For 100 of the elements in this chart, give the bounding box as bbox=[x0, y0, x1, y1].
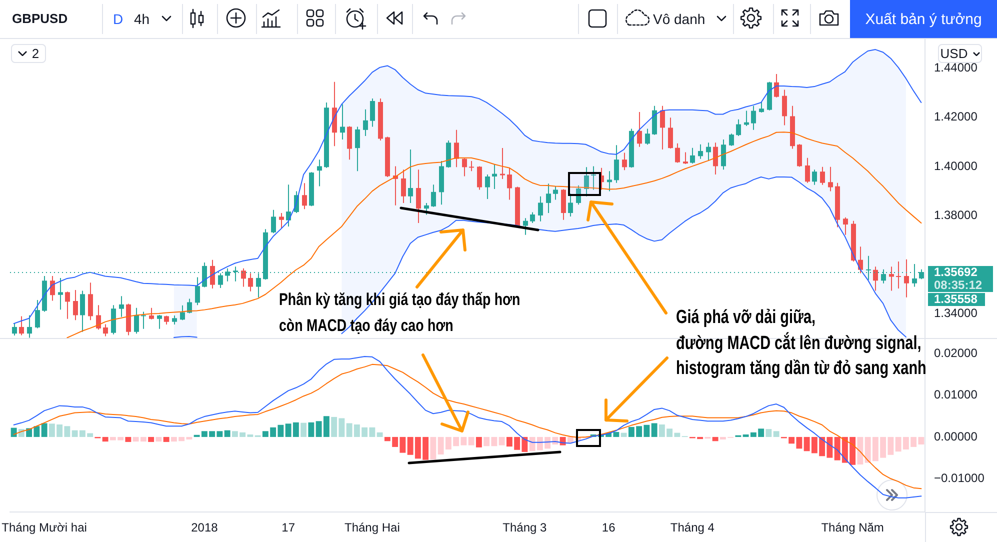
candlestick bbox=[576, 184, 581, 206]
bar bbox=[224, 430, 230, 437]
bar bbox=[498, 436, 505, 446]
candlestick bbox=[279, 212, 284, 229]
bar bbox=[766, 429, 772, 437]
candlestick bbox=[675, 142, 680, 164]
text: 08:35:12 bbox=[934, 278, 982, 292]
candlestick bbox=[210, 259, 215, 289]
dropdown-button: USD bbox=[938, 44, 982, 63]
candlestick bbox=[782, 89, 787, 126]
candlestick bbox=[50, 275, 55, 302]
candlestick bbox=[645, 128, 650, 146]
candlestick bbox=[614, 144, 619, 184]
x-tick-label: Tháng Năm bbox=[821, 520, 884, 535]
candlestick bbox=[843, 216, 848, 236]
bar bbox=[857, 436, 864, 464]
candlestick bbox=[187, 298, 192, 314]
candlestick bbox=[35, 300, 40, 329]
annotation: Giá phá vỡ dải giữa, đường MACD cắt lên đường signal, histogram tăng dần từ đỏ sang xanh bbox=[676, 306, 926, 381]
candlestick bbox=[546, 183, 551, 214]
candlestick bbox=[469, 160, 474, 172]
candlestick bbox=[683, 152, 688, 164]
candlestick bbox=[12, 322, 17, 336]
candlestick bbox=[492, 164, 497, 190]
candlestick bbox=[797, 144, 802, 168]
candlestick bbox=[340, 104, 345, 140]
candlestick bbox=[660, 105, 665, 150]
candlestick bbox=[58, 277, 63, 310]
candlestick bbox=[507, 167, 512, 200]
candlestick bbox=[889, 266, 894, 292]
candlestick bbox=[751, 105, 756, 130]
bar bbox=[125, 436, 132, 442]
candlestick bbox=[462, 158, 467, 177]
candlestick bbox=[530, 212, 535, 224]
candlestick bbox=[73, 289, 78, 321]
x-tick-label: Tháng Hai bbox=[344, 520, 400, 535]
y-tick-label: 1.42000 bbox=[934, 110, 978, 124]
candlestick bbox=[180, 304, 185, 321]
candlestick bbox=[713, 142, 718, 176]
text: 4h bbox=[134, 10, 150, 28]
candlestick bbox=[454, 129, 459, 168]
bar bbox=[712, 436, 718, 442]
candlestick bbox=[477, 166, 482, 190]
candlestick bbox=[370, 98, 375, 128]
bar bbox=[620, 432, 627, 437]
candlestick bbox=[218, 272, 223, 289]
candlestick bbox=[805, 157, 810, 184]
bar bbox=[163, 436, 170, 442]
candlestick bbox=[568, 193, 573, 217]
ref-line-label: 1.35692 bbox=[934, 264, 978, 279]
bar bbox=[430, 436, 436, 460]
candlestick bbox=[622, 152, 627, 171]
bar bbox=[148, 436, 154, 442]
annotation: 2 bbox=[32, 46, 40, 61]
bar bbox=[10, 428, 17, 437]
candlestick bbox=[904, 258, 909, 298]
candlestick bbox=[286, 184, 291, 227]
candlestick bbox=[416, 169, 421, 224]
x-tick-label: 2018 bbox=[191, 520, 218, 535]
candlestick bbox=[759, 101, 764, 114]
y-tick-label: 1.44000 bbox=[934, 60, 978, 75]
x-tick-label: 17 bbox=[282, 520, 296, 535]
text: 1.35558 bbox=[934, 292, 978, 306]
x-tick-label: Tháng 3 bbox=[502, 520, 548, 535]
candlestick bbox=[668, 117, 673, 150]
candlestick bbox=[241, 268, 246, 288]
candlestick bbox=[591, 166, 596, 190]
candlestick bbox=[302, 182, 307, 210]
text: D bbox=[113, 10, 124, 28]
candlestick bbox=[538, 196, 543, 222]
bar bbox=[102, 436, 108, 442]
candlestick bbox=[19, 316, 24, 336]
candlestick bbox=[523, 218, 528, 236]
candlestick bbox=[80, 290, 85, 332]
candlestick bbox=[561, 188, 566, 220]
bar bbox=[468, 436, 474, 446]
y-tick-label: 1.38000 bbox=[934, 208, 978, 222]
y-tick-label: 0.01000 bbox=[934, 388, 978, 402]
candlestick bbox=[744, 110, 749, 127]
y-tick-label: 1.34000 bbox=[934, 306, 978, 320]
chart-title: GBPUSD bbox=[12, 10, 68, 28]
candlestick bbox=[820, 166, 825, 186]
candlestick bbox=[363, 108, 368, 137]
text: Vô danh bbox=[653, 10, 706, 28]
candlestick bbox=[317, 159, 322, 187]
candlestick bbox=[347, 126, 352, 160]
button: Xuất bản ý tưởng bbox=[850, 0, 997, 38]
x-tick-label: Tháng 4 bbox=[670, 520, 715, 535]
candlestick bbox=[149, 307, 154, 320]
candlestick bbox=[500, 148, 505, 180]
y-tick-label: 0.02000 bbox=[934, 346, 978, 360]
candlestick bbox=[119, 296, 124, 318]
candlestick bbox=[485, 174, 490, 200]
y-tick-label: 0.00000 bbox=[934, 429, 978, 444]
candlestick bbox=[157, 314, 162, 330]
candlestick bbox=[690, 147, 695, 164]
candlestick bbox=[736, 118, 741, 137]
y-tick-label: −0.01000 bbox=[934, 470, 985, 485]
bar bbox=[376, 432, 383, 437]
candlestick bbox=[812, 169, 817, 186]
